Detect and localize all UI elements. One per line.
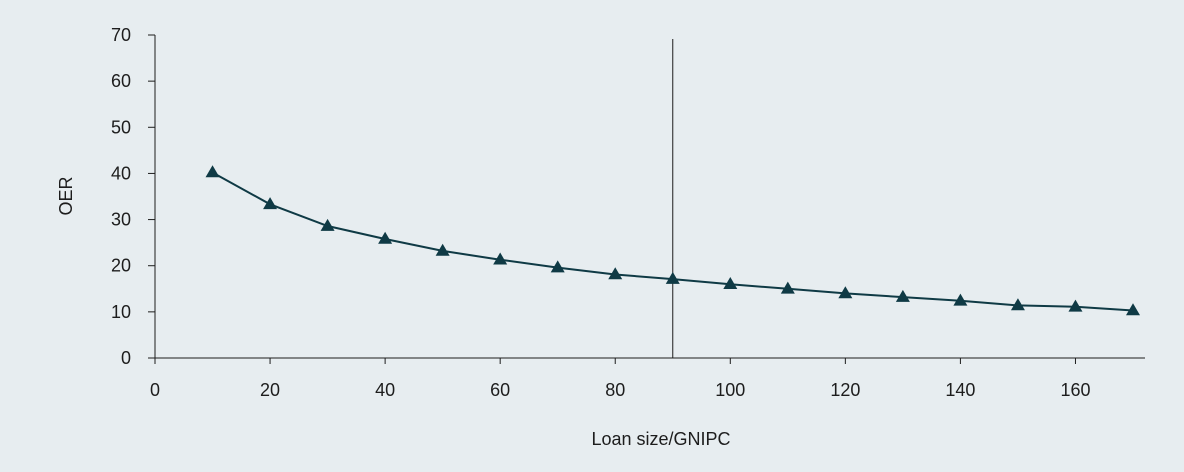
axes: 0 10 20 30 40 50 60 70 0 20 40 60 80 100 120 140 160 <box>111 25 1145 400</box>
y-tick-label: 0 <box>121 348 131 368</box>
data-point-triangle <box>205 165 220 178</box>
y-tick-label: 50 <box>111 117 131 137</box>
data-point-triangle <box>1068 299 1083 312</box>
data-point-triangle <box>665 271 680 284</box>
data-point-triangle <box>550 260 565 273</box>
x-tick-label: 120 <box>830 380 860 400</box>
x-tick-label: 60 <box>490 380 510 400</box>
data-point-triangle <box>263 197 278 210</box>
data-point-triangle <box>953 293 968 306</box>
y-tick-label: 10 <box>111 302 131 322</box>
y-tick-label: 30 <box>111 210 131 230</box>
y-tick-label: 20 <box>111 256 131 276</box>
y-tick-label: 70 <box>111 25 131 45</box>
x-tick-label: 40 <box>375 380 395 400</box>
x-tick-label: 100 <box>715 380 745 400</box>
data-point-triangle <box>723 276 738 289</box>
y-tick-label: 60 <box>111 71 131 91</box>
y-tick-label: 40 <box>111 163 131 183</box>
x-tick-label: 160 <box>1060 380 1090 400</box>
data-point-triangle <box>1126 303 1140 316</box>
series-group <box>205 165 1140 316</box>
data-point-triangle <box>895 289 910 302</box>
data-point-triangle <box>493 252 508 265</box>
x-tick-label: 0 <box>150 380 160 400</box>
data-point-triangle <box>320 218 335 231</box>
data-point-triangle <box>378 231 393 244</box>
data-point-triangle <box>608 267 623 280</box>
x-tick-label: 140 <box>945 380 975 400</box>
y-axis-title: OER <box>56 176 76 215</box>
data-point-triangle <box>780 281 795 294</box>
x-tick-label: 80 <box>605 380 625 400</box>
x-tick-label: 20 <box>260 380 280 400</box>
x-axis-title: Loan size/GNIPC <box>591 429 730 449</box>
data-point-triangle <box>435 243 450 256</box>
data-point-triangle <box>838 286 853 299</box>
data-point-triangle <box>1010 298 1025 311</box>
